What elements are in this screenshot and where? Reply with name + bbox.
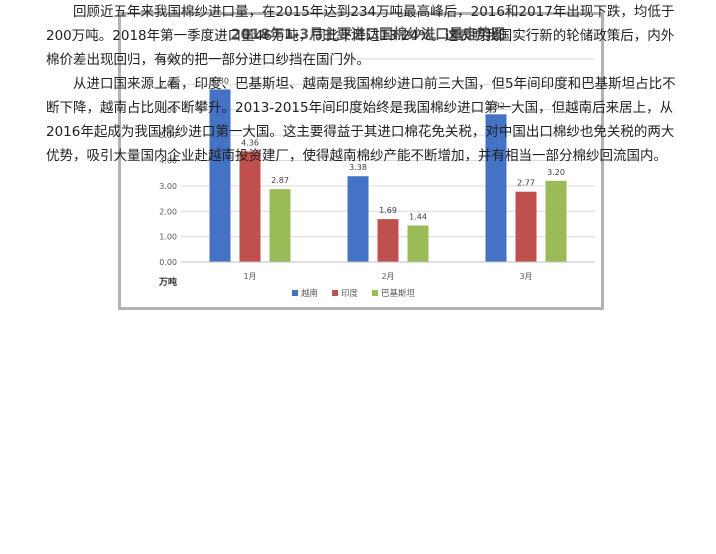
- chart: 2018年1-3月主要进口国棉纱进口量走势图 0.00 1.00 2.00 3.00 4.…: [158, 26, 595, 299]
- bar: [545, 180, 567, 262]
- bar: [377, 219, 399, 262]
- x-tick-label: 1月: [243, 272, 256, 281]
- paragraph-1: 回顾近五年来我国棉纱进口量，在2015年达到234万吨最高峰后，2016和201…: [46, 4, 675, 68]
- legend-label: 巴基斯坦: [381, 288, 416, 299]
- bar: [347, 176, 369, 262]
- y-axis-label: 万吨: [158, 276, 177, 288]
- bar: [269, 189, 291, 262]
- data-label: 3.38: [349, 163, 367, 172]
- data-label: 1.44: [409, 212, 427, 221]
- legend-swatch: [332, 290, 338, 296]
- chart-title: 2018年1-3月主要进口国棉纱进口量走势图: [231, 26, 505, 43]
- y-tick-label: 5.00: [159, 131, 177, 140]
- bar: [407, 225, 429, 262]
- legend-swatch: [372, 290, 378, 296]
- data-label: 2.77: [517, 179, 535, 188]
- data-label: 6.80: [211, 76, 229, 85]
- y-tick-label: 0.00: [159, 258, 177, 267]
- bar: [515, 191, 537, 262]
- legend-swatch: [292, 290, 298, 296]
- data-label: 5.82: [487, 101, 505, 110]
- data-label: 4.36: [241, 138, 259, 147]
- bar: [209, 89, 231, 262]
- chart-frame: 2018年1-3月主要进口国棉纱进口量走势图 0.00 1.00 2.00 3.00 4.…: [118, 12, 604, 310]
- y-tick-label: 1.00: [159, 233, 177, 242]
- y-tick-label: 3.00: [159, 182, 177, 191]
- data-label: 1.69: [379, 206, 397, 215]
- y-tick-label: 6.00: [159, 106, 177, 115]
- data-label: 2.87: [271, 176, 289, 185]
- y-tick-label: 2.00: [159, 207, 177, 216]
- x-tick-label: 3月: [519, 272, 532, 281]
- bar: [485, 114, 507, 262]
- article: 回顾近五年来我国棉纱进口量，在2015年达到234万吨最高峰后，2016和201…: [46, 0, 686, 168]
- x-tick-label: 2月: [381, 272, 394, 281]
- data-label: 3.20: [547, 168, 565, 177]
- legend-label: 印度: [341, 288, 359, 299]
- bar: [239, 151, 261, 262]
- y-tick-label: 7.00: [159, 80, 177, 89]
- legend-label: 越南: [301, 288, 318, 299]
- y-tick-label: 4.00: [159, 157, 177, 166]
- y-tick-label: 8.00: [159, 55, 177, 64]
- paragraph-2: 从进口国来源上看，印度、巴基斯坦、越南是我国棉纱进口前三大国，但5年间印度和巴基…: [46, 76, 676, 164]
